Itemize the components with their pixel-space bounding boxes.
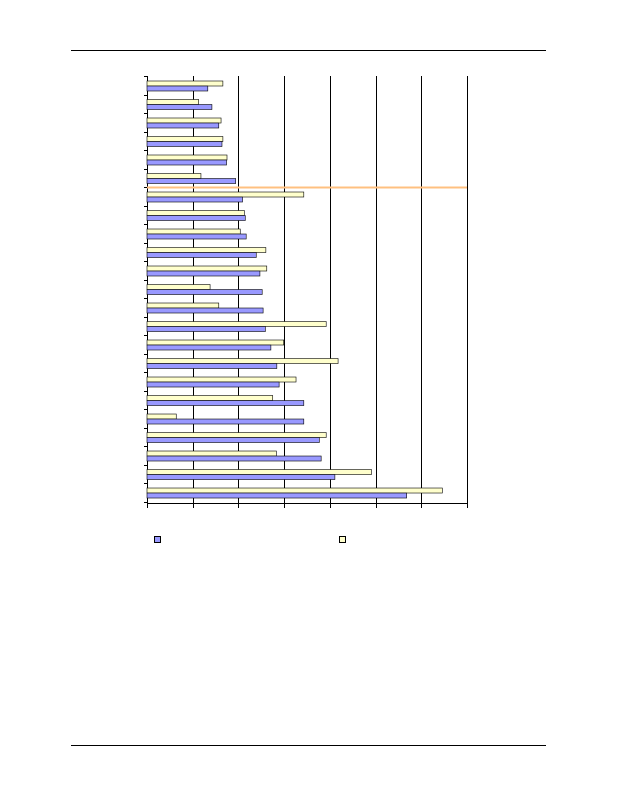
legend-swatch-series-2 [339, 536, 346, 543]
bar-series-1-6 [146, 196, 243, 203]
bar-series-1-20 [146, 455, 322, 462]
bar-series-2-13 [146, 321, 327, 327]
bar-series-2-2 [146, 117, 222, 124]
bar-series-2-19 [146, 432, 327, 438]
bar-series-2-3 [146, 136, 224, 142]
bar-series-2-21 [146, 469, 372, 475]
bar-series-2-17 [146, 395, 274, 401]
bar-series-2-6 [146, 191, 305, 198]
bar-series-2-10 [146, 265, 268, 272]
bar-series-1-3 [146, 141, 223, 147]
legend-swatch-series-1 [154, 536, 161, 543]
bar-series-2-1 [146, 99, 199, 105]
bar-series-1-21 [146, 474, 336, 480]
bar-series-2-14 [146, 339, 284, 346]
bar-series-1-11 [146, 289, 263, 295]
bar-series-1-15 [146, 363, 278, 369]
bar-series-2-12 [146, 302, 220, 309]
bar-series-2-5 [146, 173, 202, 179]
footer-rule [71, 745, 546, 746]
bar-series-2-22 [146, 487, 443, 494]
bar-series-1-10 [146, 270, 261, 277]
bar-series-1-19 [146, 437, 320, 443]
bar-series-2-0 [146, 80, 224, 87]
bar-series-2-9 [146, 247, 267, 253]
bar-series-1-14 [146, 344, 272, 351]
bar-series-1-7 [146, 215, 246, 221]
bar-series-2-7 [146, 210, 245, 216]
bar-series-1-17 [146, 400, 305, 406]
bar-series-2-16 [146, 376, 297, 383]
bar-series-2-20 [146, 450, 277, 457]
bar-series-2-11 [146, 284, 211, 290]
bar-series-1-12 [146, 307, 264, 314]
bar-series-1-18 [146, 418, 305, 425]
bar-series-1-4 [146, 159, 227, 166]
bar-series-1-9 [146, 252, 257, 258]
bar-series-1-5 [146, 178, 236, 184]
bar-series-2-8 [146, 228, 241, 235]
bar-series-1-22 [146, 492, 407, 499]
bar-series-2-15 [146, 358, 339, 364]
bar-series-1-1 [146, 104, 213, 110]
header-rule [71, 50, 546, 51]
bar-series-2-4 [146, 154, 228, 161]
bar-series-1-13 [146, 326, 266, 332]
bar-series-1-16 [146, 381, 280, 388]
bar-series-2-18 [146, 413, 177, 420]
bar-series-1-2 [146, 122, 220, 129]
bar-series-1-8 [146, 233, 247, 240]
bar-series-1-0 [146, 85, 209, 92]
